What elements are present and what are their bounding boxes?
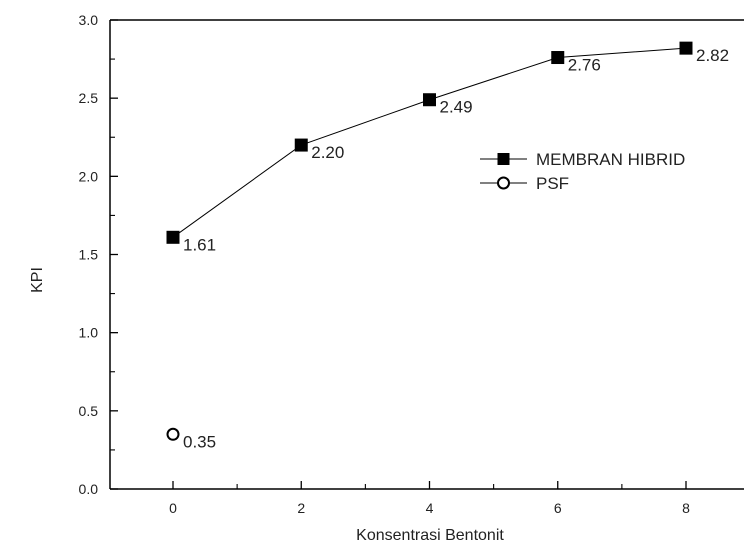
x-axis-title: Konsentrasi Bentonit — [356, 527, 504, 544]
data-label: 2.76 — [568, 56, 601, 75]
y-tick-label: 1.5 — [79, 247, 99, 263]
x-tick-label: 4 — [426, 500, 434, 516]
y-tick-label: 0.0 — [79, 481, 99, 497]
x-tick-label: 6 — [554, 500, 562, 516]
series-layer: 1.61 2.20 2.49 2.76 2.82 0.35 — [166, 41, 729, 451]
data-point-circle — [166, 427, 180, 441]
legend-marker-square — [497, 153, 510, 165]
data-point-square — [166, 230, 180, 244]
series-line — [172, 47, 687, 238]
y-axis-title: KPI — [29, 267, 46, 293]
series-2: 0.35 — [166, 427, 216, 451]
y-tick-label: 1.0 — [79, 325, 99, 341]
data-label: 2.20 — [311, 143, 344, 162]
x-ticks: 0 2 4 6 8 — [169, 481, 690, 516]
data-point-square — [679, 41, 693, 55]
legend: MEMBRAN HIBRID PSF — [480, 150, 685, 193]
y-tick-label: 3.0 — [79, 12, 99, 28]
data-label: 2.49 — [440, 98, 473, 117]
series-1: 1.61 2.20 2.49 2.76 2.82 — [166, 41, 729, 254]
legend-marker-circle — [497, 176, 510, 190]
data-label: 2.82 — [696, 46, 729, 65]
data-point-square — [294, 138, 308, 152]
y-tick-label: 2.5 — [79, 90, 99, 106]
x-tick-label: 2 — [297, 500, 305, 516]
data-label: 1.61 — [183, 235, 216, 254]
legend-label: MEMBRAN HIBRID — [536, 150, 685, 169]
axes — [109, 19, 744, 490]
data-point-square — [423, 93, 436, 107]
data-point-square — [551, 51, 565, 65]
data-label: 0.35 — [183, 432, 216, 451]
legend-label: PSF — [536, 174, 569, 193]
y-ticks: 0.0 0.5 1.0 1.5 2.0 2.5 3.0 — [79, 12, 118, 497]
x-tick-label: 8 — [682, 500, 690, 516]
x-tick-label: 0 — [169, 500, 177, 516]
y-tick-label: 0.5 — [79, 403, 99, 419]
legend-item-1: MEMBRAN HIBRID — [480, 150, 685, 169]
y-tick-label: 2.0 — [79, 168, 99, 184]
legend-item-2: PSF — [480, 174, 569, 193]
